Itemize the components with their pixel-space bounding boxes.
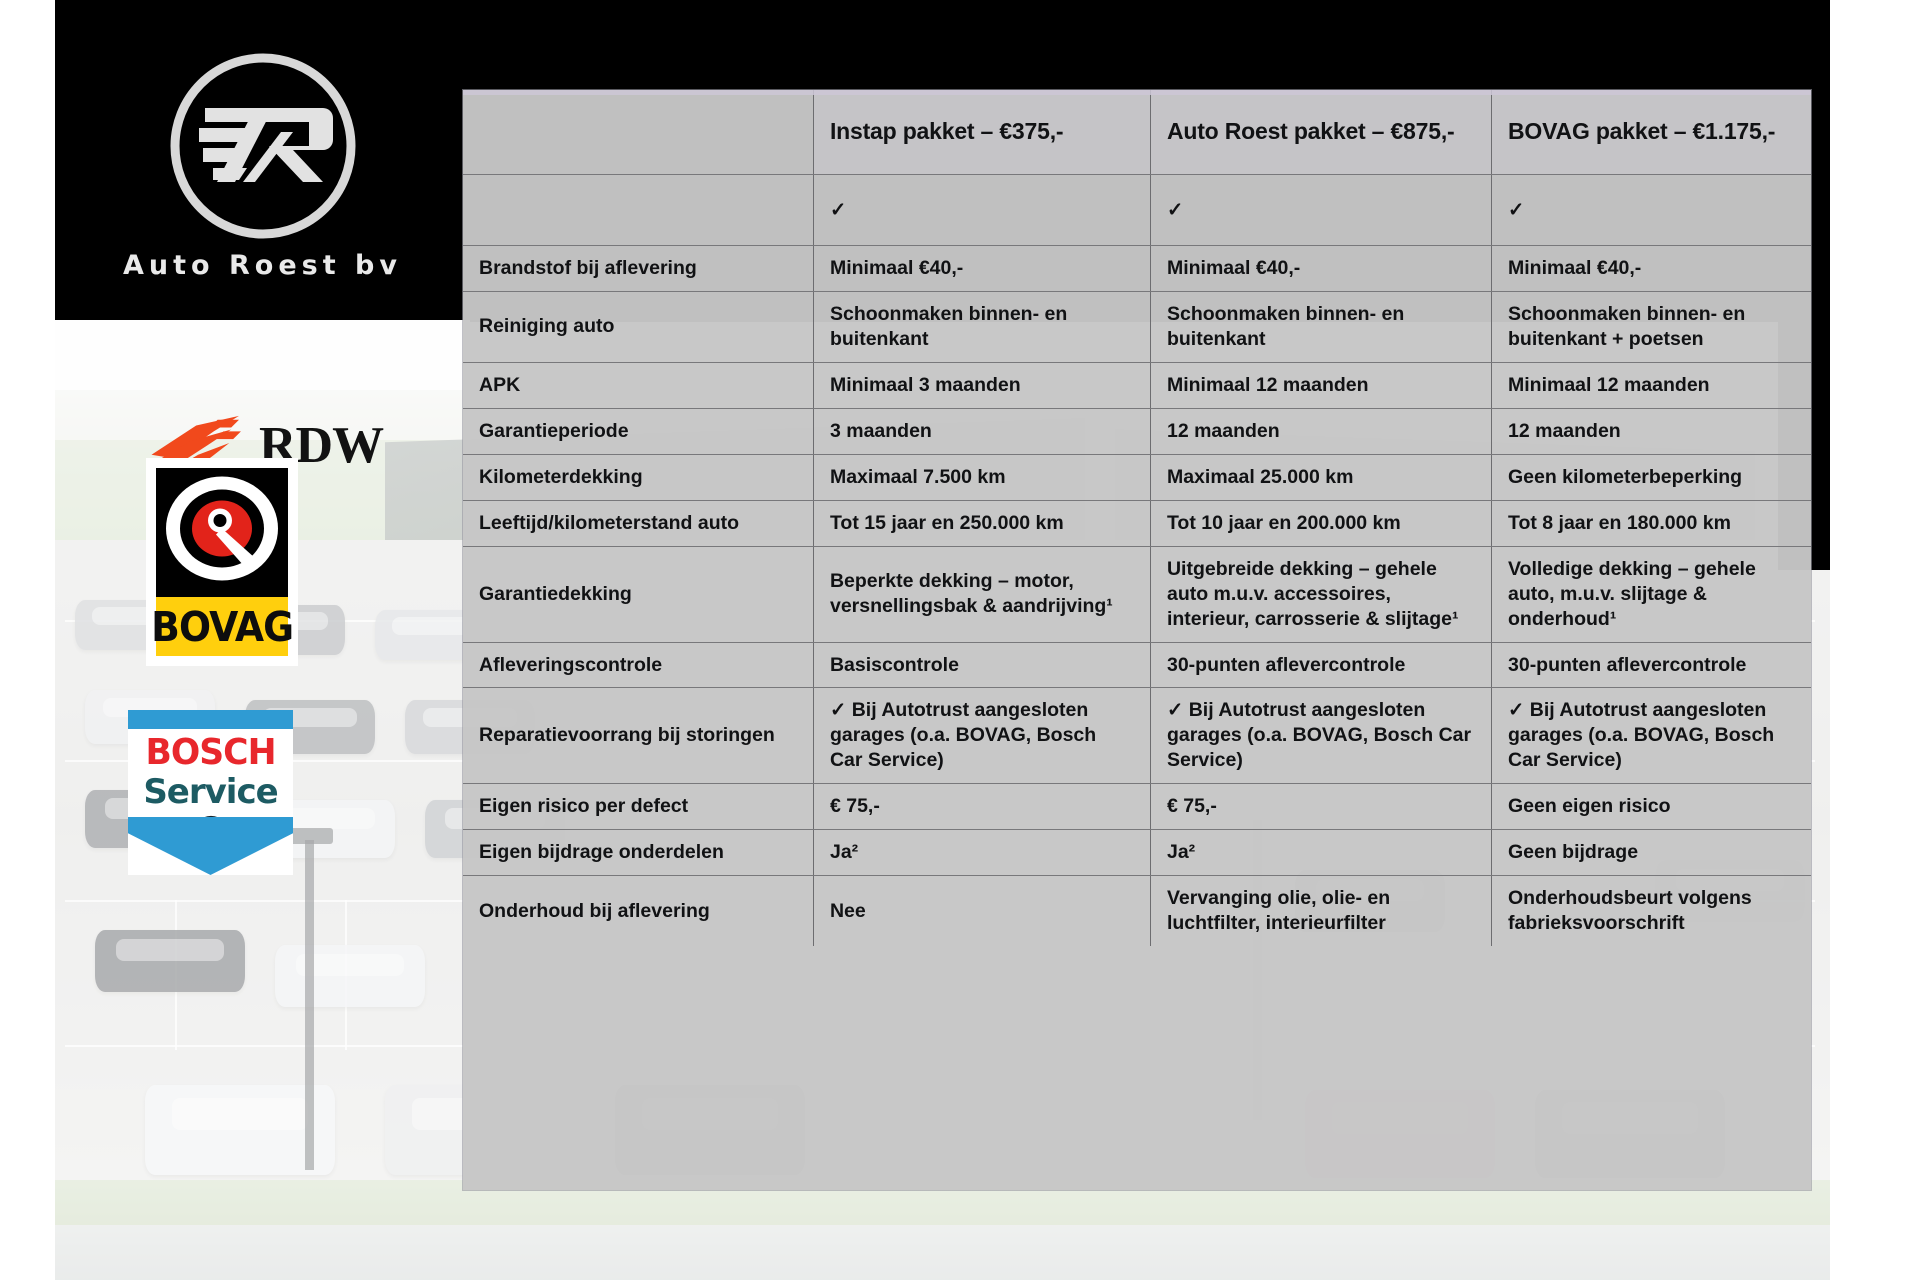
bosch-top-bar bbox=[128, 710, 293, 729]
cell-instap: € 75,- bbox=[813, 783, 1151, 831]
row-label: Eigen bijdrage onderdelen bbox=[463, 829, 814, 877]
cell-bovag: Minimaal 12 maanden bbox=[1491, 362, 1811, 409]
cell-bovag: Geen kilometerbeperking bbox=[1491, 454, 1811, 501]
photo-car bbox=[275, 945, 425, 1007]
check-mark-bovag: ✓ bbox=[1491, 174, 1811, 246]
cell-bovag: Geen eigen risico bbox=[1491, 783, 1811, 831]
bovag-name-plate: BOVAG bbox=[151, 597, 294, 656]
cell-auto-roest: Ja² bbox=[1150, 829, 1493, 877]
table-row: Afleveringscontrole Basiscontrole 30-punte… bbox=[463, 642, 1811, 689]
cell-bovag: 30-punten aflevercontrole bbox=[1491, 642, 1811, 689]
row-label: APK bbox=[463, 362, 814, 409]
row-label: Onderhoud bij aflevering bbox=[463, 875, 814, 947]
table-row: Leeftijd/kilometerstand auto Tot 15 jaar … bbox=[463, 500, 1811, 547]
cell-instap: Beperkte dekking – motor, versnellingsba… bbox=[813, 546, 1151, 643]
table-row-checks: ✓ ✓ ✓ bbox=[463, 174, 1811, 246]
photo-wet-pavement bbox=[55, 1225, 1830, 1280]
cell-instap: Ja² bbox=[813, 829, 1151, 877]
cell-instap: Nee bbox=[813, 875, 1151, 947]
table-row: Onderhoud bij aflevering Nee Vervanging ol… bbox=[463, 875, 1811, 947]
row-label: Garantiedekking bbox=[463, 546, 814, 643]
cell-instap: Minimaal 3 maanden bbox=[813, 362, 1151, 409]
bovag-logo: BOVAG bbox=[146, 458, 298, 666]
package-comparison-table-container: Instap pakket – €375,- Auto Roest pakket… bbox=[463, 90, 1811, 1190]
table-row: Brandstof bij aflevering Minimaal €40,- Mi… bbox=[463, 245, 1811, 292]
cell-instap: Minimaal €40,- bbox=[813, 245, 1151, 292]
table-body: ✓ ✓ ✓ Brandstof bij aflevering Minimaal €… bbox=[463, 174, 1811, 947]
cell-bovag: Tot 8 jaar en 180.000 km bbox=[1491, 500, 1811, 547]
cell-auto-roest: ✓ Bij Autotrust aangesloten garages (o.a… bbox=[1150, 687, 1493, 785]
cell-bovag: Minimaal €40,- bbox=[1491, 245, 1811, 292]
row-label: Eigen risico per defect bbox=[463, 783, 814, 831]
cell-bovag: Onderhoudsbeurt volgens fabrieksvoorschr… bbox=[1508, 887, 1752, 935]
row-label: Garantieperiode bbox=[463, 408, 814, 455]
table-row: Eigen risico per defect € 75,- € 75,- Geen … bbox=[463, 783, 1811, 831]
row-label: Reparatievoorrang bij storingen bbox=[463, 687, 814, 785]
bosch-wordmark: BOSCH bbox=[145, 732, 276, 773]
cell-instap: Schoonmaken binnen- en buitenkant bbox=[813, 291, 1151, 363]
cell-auto-roest: Minimaal 12 maanden bbox=[1150, 362, 1493, 409]
cell-auto-roest: 30-punten aflevercontrole bbox=[1150, 642, 1493, 689]
bosch-car-service-logo: BOSCH Service bbox=[128, 710, 293, 875]
auto-roest-circle-r-logo-icon bbox=[170, 53, 355, 238]
check-mark-auto-roest: ✓ bbox=[1150, 174, 1493, 246]
table-row: Garantieperiode 3 maanden 12 maanden 12 maa… bbox=[463, 408, 1811, 455]
cell-auto-roest: Uitgebreide dekking – gehele auto m.u.v.… bbox=[1150, 546, 1493, 643]
brand-logo-panel: Auto Roest bv bbox=[55, 0, 470, 320]
cell-auto-roest: Schoonmaken binnen- en buitenkant bbox=[1150, 291, 1493, 363]
cell-instap: 3 maanden bbox=[813, 408, 1151, 455]
cell-auto-roest: Tot 10 jaar en 200.000 km bbox=[1150, 500, 1493, 547]
cell-bovag: Geen bijdrage bbox=[1491, 829, 1811, 877]
cell-instap: Maximaal 7.500 km bbox=[813, 454, 1151, 501]
cell-auto-roest: € 75,- bbox=[1150, 783, 1493, 831]
cell-auto-roest: Vervanging olie, olie- en luchtfilter, i… bbox=[1150, 875, 1493, 947]
row-label bbox=[463, 174, 814, 246]
table-header-instap: Instap pakket – €375,- bbox=[813, 90, 1151, 175]
cell-instap: Basiscontrole bbox=[813, 642, 1151, 689]
bosch-chevron bbox=[128, 817, 293, 875]
table-row: Eigen bijdrage onderdelen Ja² Ja² Geen bijd… bbox=[463, 829, 1811, 877]
bovag-target-icon bbox=[156, 468, 288, 597]
cell-auto-roest: Minimaal €40,- bbox=[1150, 245, 1493, 292]
photo-lamp-post bbox=[305, 840, 314, 1170]
row-label: Kilometerdekking bbox=[463, 454, 814, 501]
row-label: Leeftijd/kilometerstand auto bbox=[463, 500, 814, 547]
table-header-row: Instap pakket – €375,- Auto Roest pakket… bbox=[463, 90, 1811, 175]
table-header-bovag: BOVAG pakket – €1.175,- bbox=[1491, 90, 1811, 175]
table-row: APK Minimaal 3 maanden Minimaal 12 maanden… bbox=[463, 362, 1811, 409]
cell-auto-roest: 12 maanden bbox=[1150, 408, 1493, 455]
cell-bovag: ✓ Bij Autotrust aangesloten garages (o.a… bbox=[1491, 687, 1811, 785]
table-row: Reiniging auto Schoonmaken binnen- en bui… bbox=[463, 291, 1811, 363]
table-row: Reparatievoorrang bij storingen ✓ Bij Aut… bbox=[463, 687, 1811, 785]
brand-wordmark: Auto Roest bv bbox=[123, 249, 402, 281]
cell-auto-roest: Maximaal 25.000 km bbox=[1150, 454, 1493, 501]
check-mark-instap: ✓ bbox=[813, 174, 1151, 246]
bosch-service-wordmark: Service bbox=[143, 772, 278, 812]
bovag-wordmark: BOVAG bbox=[151, 602, 294, 651]
cell-instap: ✓ Bij Autotrust aangesloten garages (o.a… bbox=[813, 687, 1151, 785]
table-header-blank bbox=[463, 90, 814, 175]
photo-lamp-head bbox=[287, 828, 333, 844]
table-row: Garantiedekking Beperkte dekking – motor,… bbox=[463, 546, 1811, 643]
table-row: Kilometerdekking Maximaal 7.500 km Maximaa… bbox=[463, 454, 1811, 501]
row-label: Afleveringscontrole bbox=[463, 642, 814, 689]
cell-bovag: 12 maanden bbox=[1491, 408, 1811, 455]
table-header-auto-roest: Auto Roest pakket – €875,- bbox=[1150, 90, 1493, 175]
package-comparison-table: Instap pakket – €375,- Auto Roest pakket… bbox=[463, 90, 1811, 947]
cell-instap: Tot 15 jaar en 250.000 km bbox=[813, 500, 1151, 547]
cell-bovag: Volledige dekking – gehele auto, m.u.v. … bbox=[1491, 546, 1811, 643]
row-label: Reiniging auto bbox=[463, 291, 814, 363]
row-label: Brandstof bij aflevering bbox=[463, 245, 814, 292]
bovag-target-svg bbox=[166, 476, 278, 581]
photo-car bbox=[95, 930, 245, 992]
table-top-accent bbox=[463, 90, 1811, 95]
cell-bovag: Schoonmaken binnen- en buitenkant + poet… bbox=[1491, 291, 1811, 363]
